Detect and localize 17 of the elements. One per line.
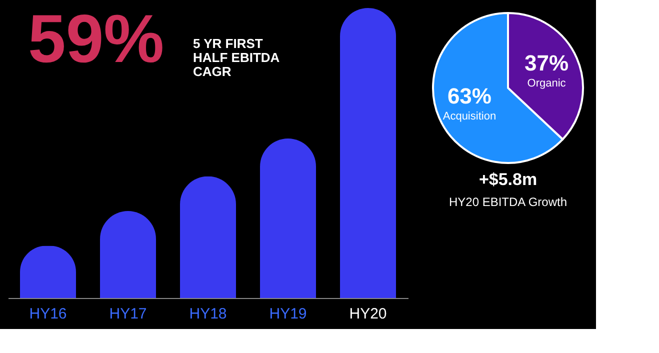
slice-label: Acquisition	[442, 110, 496, 123]
text: +$5.8m	[478, 170, 538, 189]
x-tick-label: HY16	[29, 306, 67, 322]
annotation: 5 YR FIRST HALF EBITDA CAGR	[193, 36, 280, 79]
data-label: 63%	[447, 84, 492, 109]
bar	[340, 8, 396, 298]
x-tick-label: HY20	[349, 306, 387, 322]
bar	[180, 176, 236, 298]
data-label: 37%	[524, 50, 569, 76]
bar	[260, 138, 316, 298]
annotation: 59%	[28, 1, 164, 77]
x-tick-label: HY17	[109, 306, 147, 322]
text: HY20 EBITDA Growth	[448, 195, 568, 209]
x-tick-label: HY19	[269, 306, 307, 322]
bar	[100, 211, 156, 298]
x-tick-label: HY18	[189, 306, 227, 322]
slice-label: Organic	[527, 77, 566, 90]
